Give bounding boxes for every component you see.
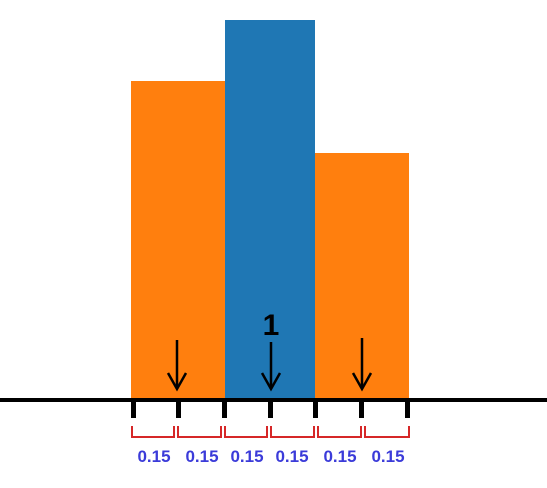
segment-label-1: 0.15 (137, 447, 170, 466)
segment-labels: 0.15 0.15 0.15 0.15 0.15 0.15 (137, 447, 404, 466)
center-value-label: 1 (263, 309, 280, 342)
bracket-2 (177, 426, 222, 438)
arrow-center (260, 342, 282, 392)
bracket-4 (270, 426, 315, 438)
bracket-1 (131, 426, 175, 438)
tick-mark (405, 398, 410, 418)
bracket-5 (317, 426, 362, 438)
tick-mark (176, 398, 181, 418)
center-bar (225, 20, 315, 400)
bracket-6 (364, 426, 410, 438)
segment-label-6: 0.15 (371, 447, 404, 466)
tick-mark (313, 398, 318, 418)
tick-mark (268, 398, 273, 418)
arrow-right (351, 338, 373, 392)
bracket-3 (224, 426, 268, 438)
arrow-left (166, 340, 188, 392)
tick-mark (359, 398, 364, 418)
arrow-left-head (166, 372, 188, 392)
segment-label-5: 0.15 (323, 447, 356, 466)
segment-label-4: 0.15 (275, 447, 308, 466)
tick-marks (131, 398, 410, 418)
tick-mark (131, 398, 136, 418)
arrow-center-head (260, 372, 282, 392)
segment-brackets (131, 426, 410, 438)
tick-mark (222, 398, 227, 418)
segment-label-3: 0.15 (230, 447, 263, 466)
arrow-right-head (351, 372, 373, 392)
segment-label-2: 0.15 (185, 447, 218, 466)
